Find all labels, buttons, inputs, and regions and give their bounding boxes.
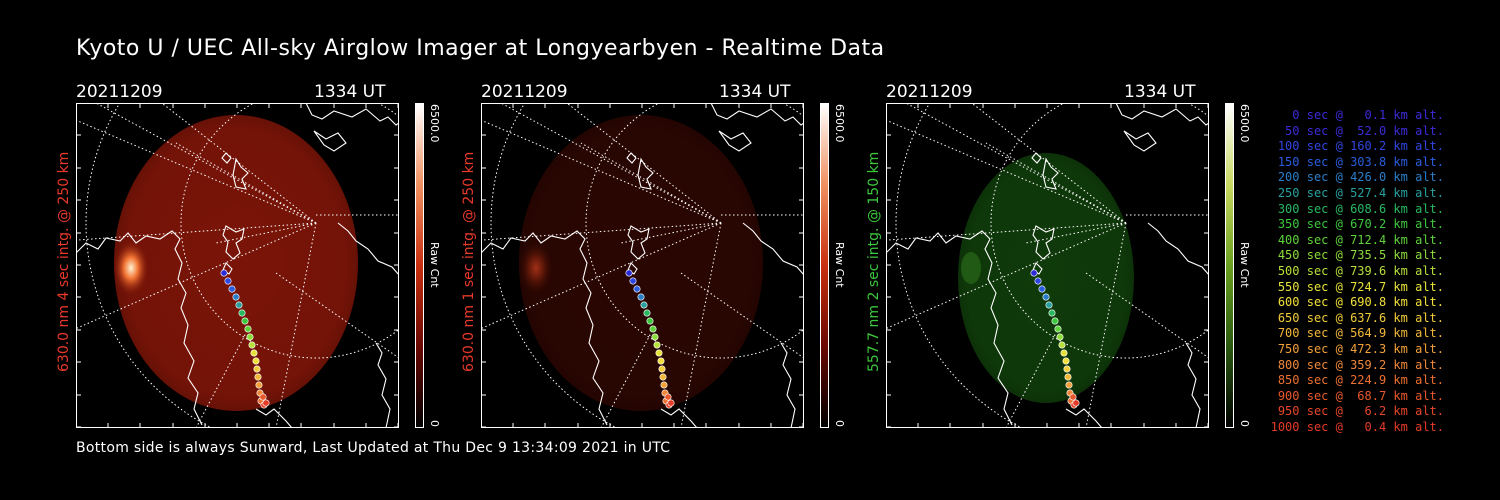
legend-row: 800 sec @ 359.2 km alt. — [1277, 357, 1444, 372]
panel-2-colorbar — [820, 103, 829, 428]
legend-row: 50 sec @ 52.0 km alt. — [1285, 123, 1444, 138]
panel-2-side-label: 630.0 nm 1 sec intg. @ 250 km — [461, 151, 477, 372]
panel-2-colorbar-min: 0 — [833, 420, 846, 427]
legend-row: 450 sec @ 735.5 km alt. — [1277, 248, 1444, 263]
panel-1-colorbar — [415, 103, 424, 428]
page-title: Kyoto U / UEC All-sky Airglow Imager at … — [76, 36, 885, 61]
panel-3-side-label: 557.7 nm 2 sec intg. @ 150 km — [866, 151, 882, 372]
legend-row: 200 sec @ 426.0 km alt. — [1277, 170, 1444, 185]
altitude-legend: 0 sec @ 0.1 km alt. 50 sec @ 52.0 km alt… — [1262, 108, 1444, 435]
allsky-map-graphic — [481, 103, 804, 428]
allsky-map-graphic — [76, 103, 399, 428]
legend-row: 600 sec @ 690.8 km alt. — [1277, 295, 1444, 310]
legend-row: 650 sec @ 637.6 km alt. — [1277, 310, 1444, 325]
legend-row: 0 sec @ 0.1 km alt. — [1292, 108, 1444, 122]
panel-3-colorbar — [1225, 103, 1234, 428]
legend-row: 550 sec @ 724.7 km alt. — [1277, 279, 1444, 294]
panel-2-colorbar-max: 6500.0 — [833, 104, 846, 143]
panel-3-colorbar-min: 0 — [1238, 420, 1251, 427]
panel-2-date: 20211209 — [481, 82, 568, 102]
panel-2-colorbar-unit: Raw Cnt — [833, 242, 846, 288]
legend-row: 150 sec @ 303.8 km alt. — [1277, 154, 1444, 169]
legend-row: 100 sec @ 160.2 km alt. — [1277, 139, 1444, 154]
panel-3-time: 1334 UT — [1124, 82, 1196, 102]
legend-row: 850 sec @ 224.9 km alt. — [1277, 373, 1444, 388]
legend-row: 300 sec @ 608.6 km alt. — [1277, 201, 1444, 216]
panel-3-colorbar-unit: Raw Cnt — [1238, 242, 1251, 288]
panel-3-date: 20211209 — [886, 82, 973, 102]
panel-1-allsky-map — [76, 103, 399, 428]
panel-1-colorbar-unit: Raw Cnt — [428, 242, 441, 288]
legend-row: 1000 sec @ 0.4 km alt. — [1270, 419, 1444, 434]
allsky-map-graphic — [886, 103, 1209, 428]
panel-1-colorbar-min: 0 — [428, 420, 441, 427]
panel-1-side-label: 630.0 nm 4 sec intg. @ 250 km — [56, 151, 72, 372]
panel-1-time: 1334 UT — [314, 82, 386, 102]
legend-row: 950 sec @ 6.2 km alt. — [1277, 404, 1444, 419]
legend-row: 350 sec @ 670.2 km alt. — [1277, 217, 1444, 232]
legend-row: 250 sec @ 527.4 km alt. — [1277, 185, 1444, 200]
footer-note: Bottom side is always Sunward, Last Upda… — [76, 440, 671, 456]
panel-3-colorbar-max: 6500.0 — [1238, 104, 1251, 143]
legend-row: 750 sec @ 472.3 km alt. — [1277, 341, 1444, 356]
legend-row: 400 sec @ 712.4 km alt. — [1277, 232, 1444, 247]
panel-2-allsky-map — [481, 103, 804, 428]
panel-1-colorbar-max: 6500.0 — [428, 104, 441, 143]
legend-row: 900 sec @ 68.7 km alt. — [1277, 388, 1444, 403]
legend-row: 700 sec @ 564.9 km alt. — [1277, 326, 1444, 341]
panel-3-allsky-map — [886, 103, 1209, 428]
legend-row: 500 sec @ 739.6 km alt. — [1277, 263, 1444, 278]
panel-1-date: 20211209 — [76, 82, 163, 102]
panel-2-time: 1334 UT — [719, 82, 791, 102]
